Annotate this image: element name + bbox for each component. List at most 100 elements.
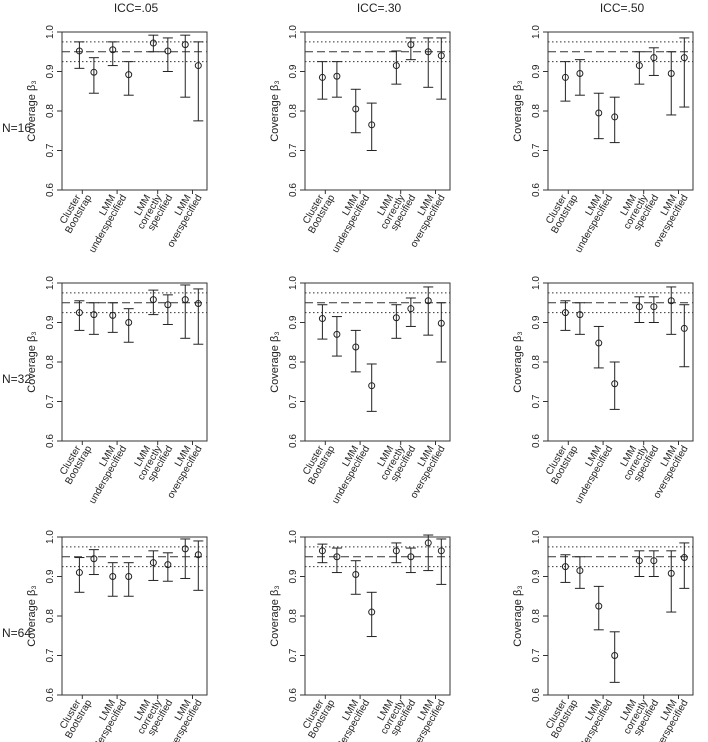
estimate-point [352, 105, 360, 113]
estimate-point [561, 309, 569, 317]
y-tick-label: 0.8 [45, 104, 56, 118]
y-tick-label: 0.6 [45, 183, 56, 197]
estimate-point [333, 553, 341, 561]
estimate-point [181, 41, 189, 49]
estimate-point [75, 47, 83, 55]
y-tick-label: 0.6 [288, 688, 299, 702]
y-tick-label: 0.6 [531, 434, 542, 448]
estimate-point [424, 297, 432, 305]
estimate-point [333, 72, 341, 80]
y-tick-label: 0.7 [45, 394, 56, 408]
estimate-point [164, 561, 172, 569]
estimate-point [164, 301, 172, 309]
estimate-point [125, 319, 133, 326]
y-tick-label: 0.6 [45, 434, 56, 448]
y-tick-label: 1.0 [288, 276, 299, 290]
estimate-point [318, 315, 326, 323]
y-axis-label: Coverage β₃ [269, 80, 281, 142]
estimate-point [635, 62, 643, 70]
y-tick-label: 0.7 [531, 394, 542, 408]
estimate-point [149, 39, 157, 47]
estimate-point [667, 569, 675, 577]
y-axis-label: Coverage β₃ [26, 585, 38, 647]
y-tick-label: 0.8 [45, 609, 56, 623]
y-tick-label: 0.7 [531, 143, 542, 157]
y-tick-label: 0.7 [288, 648, 299, 662]
estimate-point [368, 608, 376, 616]
estimate-point [595, 339, 603, 347]
y-axis-label: Coverage β₃ [269, 585, 281, 647]
y-tick-label: 0.9 [45, 64, 56, 78]
estimate-point [635, 557, 643, 565]
estimate-point [181, 296, 189, 304]
estimate-point [333, 330, 341, 338]
estimate-point [680, 554, 688, 562]
y-tick-label: 1.0 [45, 530, 56, 544]
estimate-point [667, 69, 675, 77]
estimate-point [667, 297, 675, 305]
estimate-point [576, 567, 584, 575]
y-tick-label: 0.8 [45, 355, 56, 369]
y-tick-label: 0.6 [288, 434, 299, 448]
y-tick-label: 0.6 [45, 688, 56, 702]
estimate-point [680, 324, 688, 332]
column-title-icc-05: ICC=.05 [114, 1, 159, 15]
y-tick-label: 0.6 [288, 183, 299, 197]
y-tick-label: 0.9 [288, 315, 299, 329]
estimate-point [392, 62, 400, 70]
estimate-point [90, 555, 98, 563]
y-tick-label: 0.8 [288, 355, 299, 369]
y-axis-label: Coverage β₃ [512, 331, 524, 393]
estimate-point [650, 303, 658, 311]
y-tick-label: 0.7 [45, 143, 56, 157]
estimate-point [392, 314, 400, 322]
estimate-point [650, 54, 658, 62]
y-tick-label: 1.0 [45, 25, 56, 39]
estimate-point [109, 311, 117, 319]
y-tick-label: 0.8 [288, 104, 299, 118]
estimate-point [437, 52, 445, 60]
estimate-point [125, 71, 133, 79]
estimate-point [680, 54, 688, 62]
estimate-point [352, 343, 360, 351]
estimate-point [125, 573, 133, 580]
estimate-point [576, 69, 584, 77]
estimate-point [561, 563, 569, 571]
estimate-point [90, 68, 98, 76]
estimate-point [407, 305, 415, 313]
estimate-point [194, 300, 202, 308]
column-title-icc-50: ICC=.50 [600, 1, 645, 15]
y-tick-label: 0.9 [288, 64, 299, 78]
y-tick-label: 0.9 [45, 569, 56, 583]
estimate-point [437, 547, 445, 555]
y-tick-label: 0.9 [288, 569, 299, 583]
estimate-point [611, 380, 619, 388]
column-title-icc-30: ICC=.30 [357, 1, 402, 15]
row-title-n64: N=64 [2, 626, 31, 640]
estimate-point [424, 48, 432, 56]
y-tick-label: 0.8 [288, 609, 299, 623]
estimate-point [149, 559, 157, 567]
estimate-point [75, 309, 83, 317]
y-axis-label: Coverage β₃ [269, 331, 281, 393]
y-axis-label: Coverage β₃ [512, 80, 524, 142]
y-tick-label: 0.8 [531, 355, 542, 369]
estimate-point [318, 547, 326, 555]
estimate-point [407, 41, 415, 49]
y-tick-label: 0.7 [288, 394, 299, 408]
y-tick-label: 0.7 [531, 648, 542, 662]
estimate-point [109, 573, 117, 580]
estimate-point [437, 319, 445, 327]
y-tick-label: 0.8 [531, 609, 542, 623]
y-axis-label: Coverage β₃ [26, 80, 38, 142]
